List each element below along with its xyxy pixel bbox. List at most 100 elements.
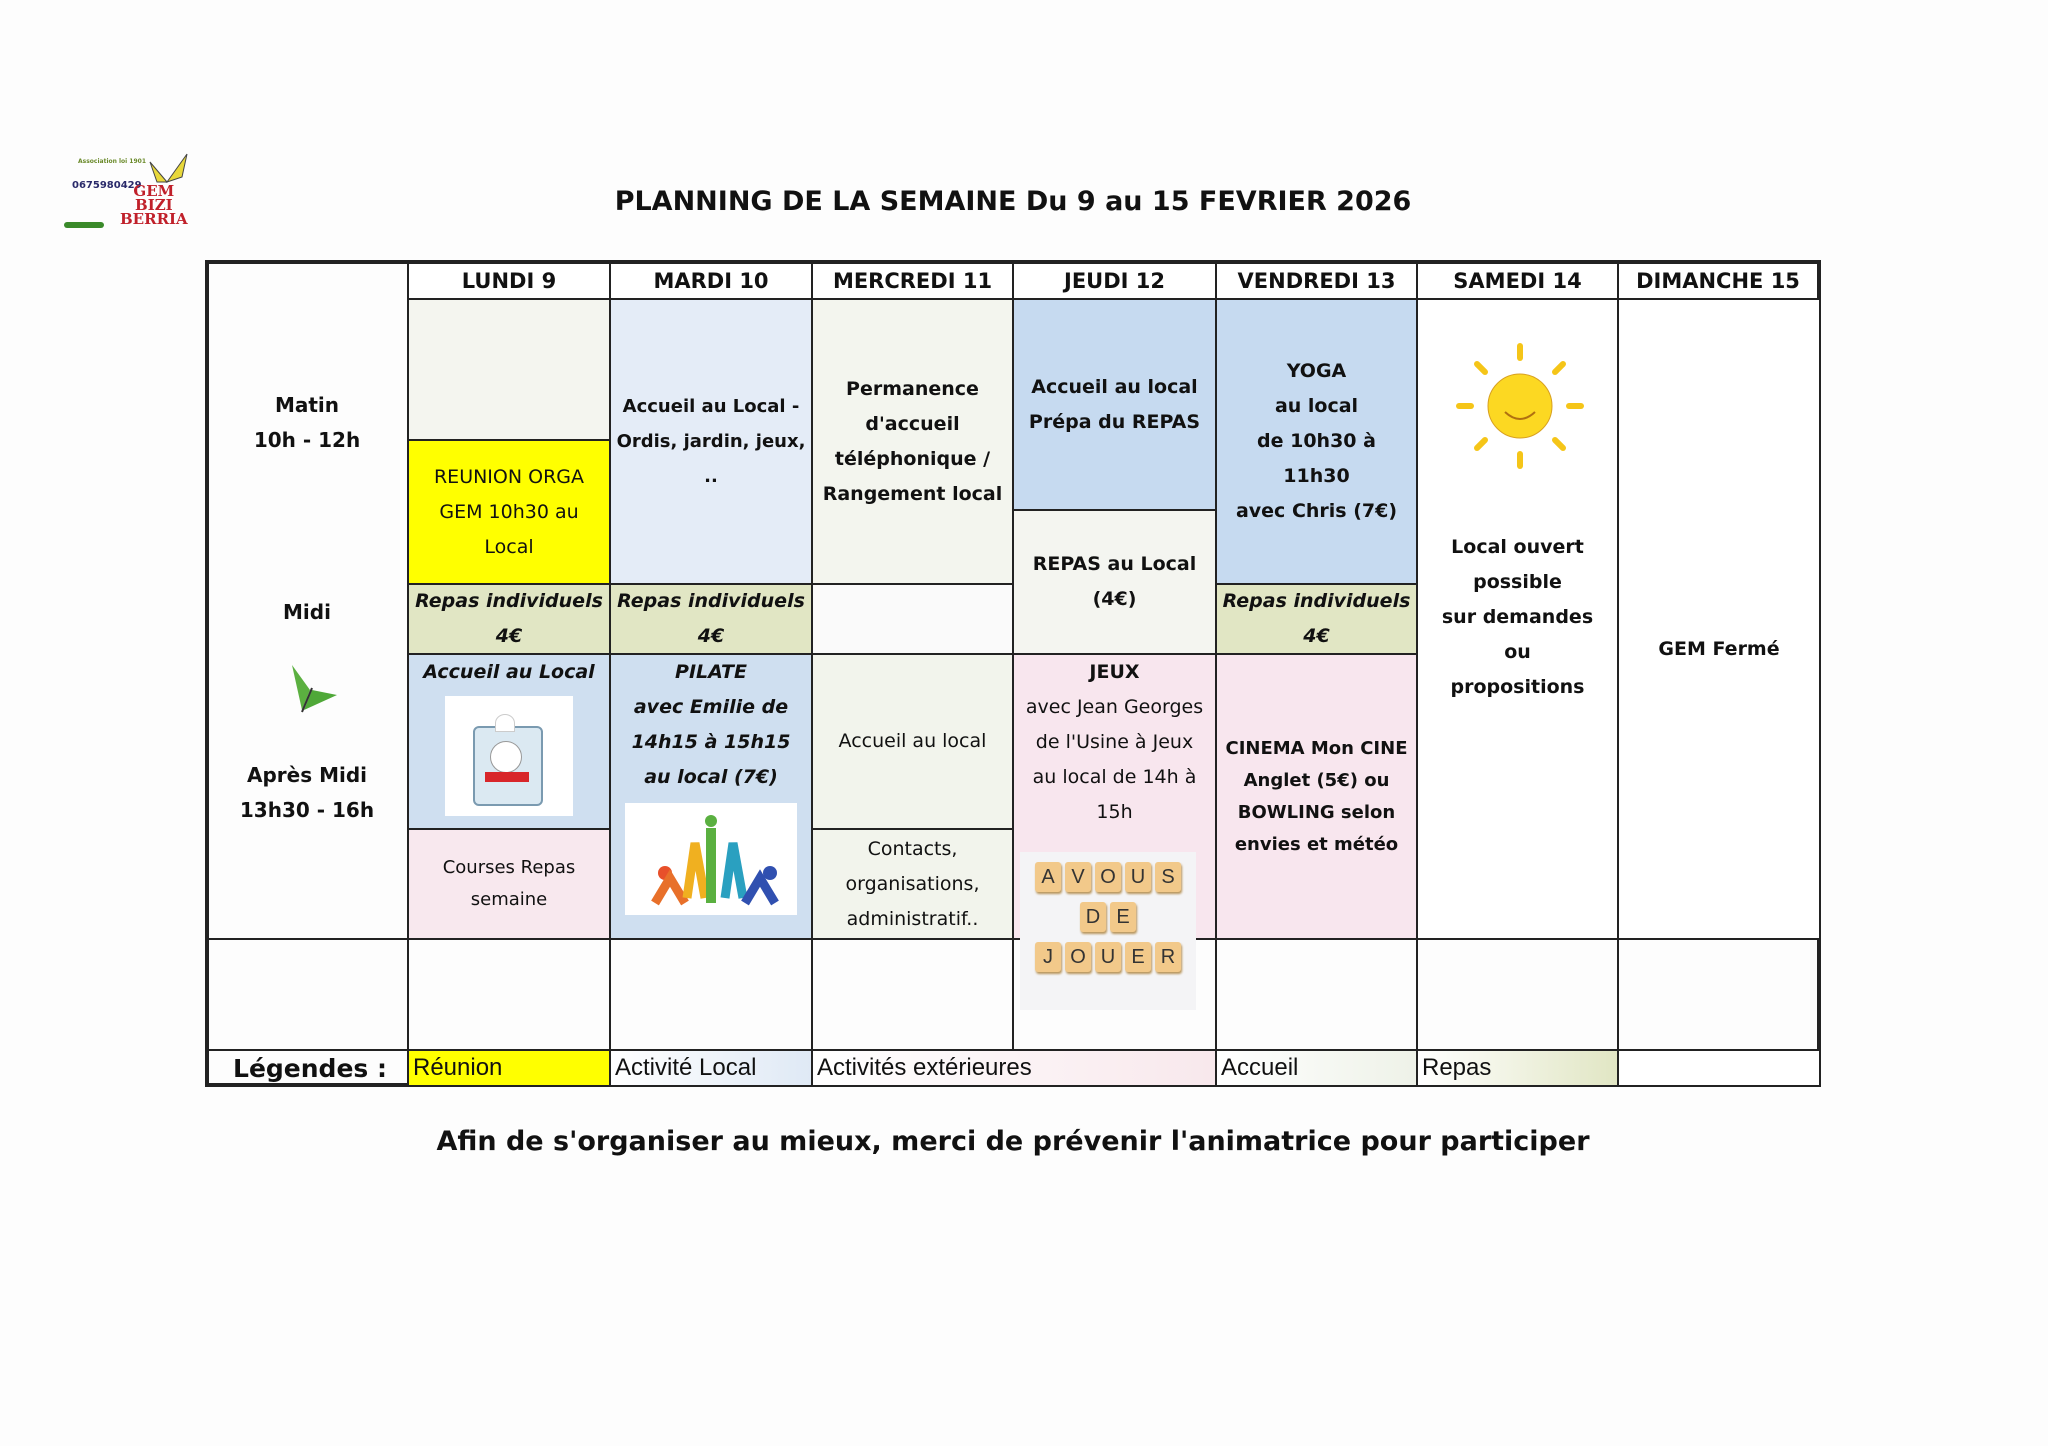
logo-line: BIZI <box>135 196 173 214</box>
cell-line: Accueil au local <box>1031 375 1198 398</box>
divider <box>609 938 611 1051</box>
divider <box>1617 938 1619 1051</box>
bird-icon <box>64 222 104 228</box>
legend-empty <box>1617 1049 1821 1087</box>
footer-note: Afin de s'organiser au mieux, merci de p… <box>436 1126 1590 1157</box>
cell-line: d'accueil <box>865 412 960 435</box>
cell-line: Anglet (5€) ou <box>1243 770 1390 791</box>
cell-line: Contacts, <box>867 837 958 860</box>
letter-tile: J <box>1035 942 1061 972</box>
legend-repas: Repas <box>1416 1049 1619 1087</box>
cell-line: CINEMA Mon CINE <box>1225 738 1408 759</box>
letter-tile: U <box>1125 862 1151 892</box>
legend-activite-local: Activité Local <box>609 1049 813 1087</box>
cell-line: REUNION ORGA <box>433 465 584 488</box>
cell-line: avec Jean Georges <box>1025 696 1204 718</box>
snowman-mug-image <box>445 696 573 816</box>
cell-line: .. <box>704 466 718 487</box>
cell-line: avec Emilie de <box>633 696 789 718</box>
cell-line: Repas individuels <box>415 590 603 612</box>
day-header: MERCREDI 11 <box>811 262 1014 300</box>
letter-tile: E <box>1110 902 1136 932</box>
cell-line: propositions <box>1450 676 1585 698</box>
cell-line: Local <box>484 535 534 558</box>
vendredi-repas: Repas individuels 4€ <box>1215 583 1418 655</box>
cell-line: (4€) <box>1092 588 1137 610</box>
logo-line: GEM <box>133 182 175 200</box>
letter-tile: E <box>1125 942 1151 972</box>
cell-line: Courses Repas <box>442 857 576 878</box>
legend-label: Légendes : <box>207 1049 409 1087</box>
butterfly-icon <box>292 665 337 713</box>
cell-line: téléphonique / <box>834 447 991 470</box>
cell-line: avec Chris (7€) <box>1235 500 1398 522</box>
divider <box>811 938 813 1051</box>
period-morning: Matin 10h - 12h <box>207 388 407 458</box>
jeudi-repas: REPAS au Local (4€) <box>1012 509 1217 655</box>
cell-line: Permanence <box>846 377 979 400</box>
mercredi-permanence: Permanence d'accueil téléphonique / Rangeme… <box>811 298 1014 585</box>
cell-line: Prépa du REPAS <box>1028 410 1201 433</box>
cell-line: 4€ <box>495 625 523 647</box>
cell-line: GEM 10h30 au <box>439 500 579 523</box>
cell-line: possible <box>1473 571 1562 593</box>
cell-line: 11h30 <box>1283 465 1350 487</box>
cell-line: sur demandes <box>1441 606 1594 628</box>
mardi-morning: Accueil au Local - Ordis, jardin, jeux,.. <box>609 298 813 585</box>
cell-line: ou <box>1504 641 1531 663</box>
period-time: 10h - 12h <box>253 428 361 452</box>
logo: Association loi 1901 0675980429 GEM BIZI… <box>60 150 200 246</box>
cell-line: Accueil au local <box>838 730 987 752</box>
divider <box>1012 938 1014 1051</box>
jeudi-accueil: Accueil au local Prépa du REPAS <box>1012 298 1217 511</box>
logo-association: Association loi 1901 <box>78 158 147 165</box>
vendredi-cinema: CINEMA Mon CINE Anglet (5€) ou BOWLING sel… <box>1215 653 1418 940</box>
letter-tile: R <box>1155 942 1181 972</box>
letter-tile: U <box>1095 942 1121 972</box>
legend-accueil: Accueil <box>1215 1049 1418 1087</box>
cell-line: 14h15 à 15h15 <box>631 731 791 753</box>
lundi-reunion: REUNION ORGA GEM 10h30 au Local <box>407 439 611 585</box>
day-header: VENDREDI 13 <box>1215 262 1418 300</box>
period-label: Après Midi <box>246 763 368 787</box>
day-header: SAMEDI 14 <box>1416 262 1619 300</box>
yoga-figures-image <box>625 803 797 915</box>
cell-line: YOGA <box>1286 360 1347 382</box>
mardi-pilate: PILATE avec Emilie de 14h15 à 15h15 au loca… <box>609 653 813 940</box>
vendredi-yoga: YOGA au local de 10h30 à 11h30 avec Chris (7… <box>1215 298 1418 585</box>
letter-tile: V <box>1065 862 1091 892</box>
cell-line: BOWLING selon <box>1237 802 1396 823</box>
cell-line: de 10h30 à <box>1257 430 1376 452</box>
cell-line: organisations, <box>845 872 980 895</box>
legend-activites-exterieures: Activités extérieures <box>811 1049 1217 1087</box>
cell-line: Rangement local <box>822 482 1003 505</box>
cell-line: Accueil au Local - <box>622 396 800 417</box>
logo-phone: 0675980429 <box>72 180 142 191</box>
cell-line: REPAS au Local <box>1032 553 1197 575</box>
mercredi-accueil: Accueil au local <box>811 653 1014 830</box>
page-title: PLANNING DE LA SEMAINE Du 9 au 15 FEVRIE… <box>614 186 1412 217</box>
cell-line: 15h <box>1096 801 1133 823</box>
cell-line: 4€ <box>697 625 725 647</box>
cell-line: au local <box>1274 395 1359 417</box>
cell-line: au local (7€) <box>644 766 778 788</box>
lundi-courses: Courses Repas semaine <box>407 828 611 940</box>
butterfly-logo-icon <box>149 153 188 183</box>
logo-line: BERRIA <box>120 210 188 228</box>
divider <box>407 938 409 1051</box>
cell-line: au local de 14h à <box>1032 766 1197 788</box>
period-noon: Midi <box>283 600 331 624</box>
lundi-accueil: Accueil au Local <box>407 653 611 830</box>
cell-line: administratif.. <box>846 907 979 930</box>
cell-line: Local ouvert <box>1451 536 1584 558</box>
day-header: MARDI 10 <box>609 262 813 300</box>
cell-line: Repas individuels <box>617 590 805 612</box>
period-afternoon: Après Midi 13h30 - 16h <box>207 758 407 828</box>
period-label: Matin <box>274 393 340 417</box>
divider <box>1416 938 1418 1051</box>
dimanche-cell: GEM Fermé <box>1617 298 1821 940</box>
